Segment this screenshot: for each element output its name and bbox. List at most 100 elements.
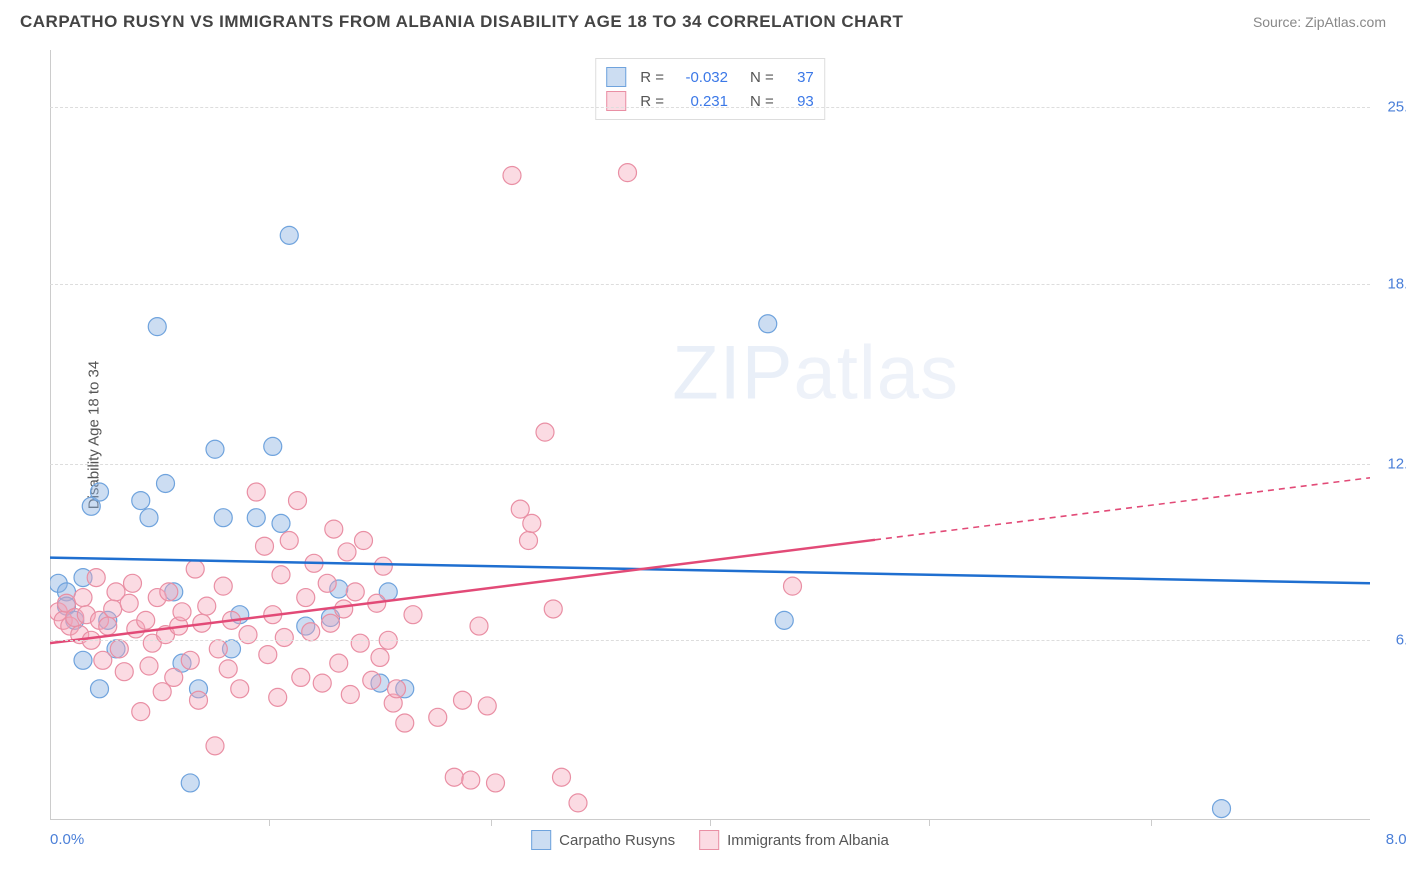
legend-stats: R =-0.032N =37R =0.231N =93 — [595, 58, 825, 120]
chart-area: Disability Age 18 to 34 ZIPatlas R =-0.0… — [50, 50, 1370, 820]
data-point — [91, 483, 109, 501]
data-point — [137, 611, 155, 629]
data-point — [759, 315, 777, 333]
data-point — [351, 634, 369, 652]
data-point — [120, 594, 138, 612]
data-point — [219, 660, 237, 678]
legend-series-label: Carpatho Rusyns — [559, 832, 675, 849]
data-point — [157, 474, 175, 492]
data-point — [198, 597, 216, 615]
data-point — [140, 657, 158, 675]
data-point — [553, 768, 571, 786]
legend-swatch — [699, 830, 719, 850]
data-point — [206, 737, 224, 755]
x-tick-max: 8.0% — [1386, 831, 1406, 848]
data-point — [536, 423, 554, 441]
data-point — [330, 654, 348, 672]
data-point — [115, 663, 133, 681]
data-point — [214, 577, 232, 595]
data-point — [206, 440, 224, 458]
data-point — [404, 606, 422, 624]
data-point — [280, 226, 298, 244]
data-point — [325, 520, 343, 538]
x-tick-mark — [1151, 820, 1152, 826]
data-point — [318, 574, 336, 592]
y-tick-label: 12.5% — [1387, 455, 1406, 472]
gridline — [50, 640, 1370, 641]
data-point — [87, 569, 105, 587]
data-point — [520, 532, 538, 550]
data-point — [272, 566, 290, 584]
data-point — [429, 708, 447, 726]
data-point — [173, 603, 191, 621]
data-point — [523, 514, 541, 532]
data-point — [335, 600, 353, 618]
data-point — [363, 671, 381, 689]
data-point — [74, 589, 92, 607]
data-point — [91, 680, 109, 698]
data-point — [374, 557, 392, 575]
data-point — [289, 492, 307, 510]
data-point — [247, 483, 265, 501]
data-point — [371, 648, 389, 666]
y-tick-label: 25.0% — [1387, 99, 1406, 116]
data-point — [355, 532, 373, 550]
x-tick-mark — [269, 820, 270, 826]
data-point — [503, 166, 521, 184]
gridline — [50, 464, 1370, 465]
data-point — [104, 600, 122, 618]
n-value: 37 — [784, 69, 814, 86]
x-tick-mark — [929, 820, 930, 826]
data-point — [269, 688, 287, 706]
data-point — [1213, 800, 1231, 818]
data-point — [132, 492, 150, 510]
data-point — [388, 680, 406, 698]
data-point — [297, 589, 315, 607]
data-point — [302, 623, 320, 641]
x-tick-mark — [491, 820, 492, 826]
data-point — [209, 640, 227, 658]
source-label: Source: ZipAtlas.com — [1253, 14, 1386, 30]
data-point — [160, 583, 178, 601]
data-point — [74, 651, 92, 669]
data-point — [784, 577, 802, 595]
data-point — [132, 703, 150, 721]
data-point — [487, 774, 505, 792]
data-point — [140, 509, 158, 527]
data-point — [124, 574, 142, 592]
gridline — [50, 284, 1370, 285]
x-tick-min: 0.0% — [50, 831, 84, 848]
data-point — [247, 509, 265, 527]
data-point — [322, 614, 340, 632]
legend-swatch — [531, 830, 551, 850]
legend-series-item: Immigrants from Albania — [699, 830, 889, 850]
data-point — [292, 668, 310, 686]
data-point — [569, 794, 587, 812]
data-point — [341, 686, 359, 704]
y-tick-label: 18.8% — [1387, 275, 1406, 292]
legend-series: Carpatho Rusyns Immigrants from Albania — [531, 830, 889, 850]
data-point — [181, 651, 199, 669]
data-point — [190, 691, 208, 709]
data-point — [231, 680, 249, 698]
r-label: R = — [640, 69, 664, 86]
data-point — [148, 318, 166, 336]
x-tick-mark — [710, 820, 711, 826]
data-point — [259, 646, 277, 664]
legend-series-label: Immigrants from Albania — [727, 832, 889, 849]
r-value: -0.032 — [674, 69, 728, 86]
data-point — [445, 768, 463, 786]
data-point — [346, 583, 364, 601]
data-point — [110, 640, 128, 658]
data-point — [264, 437, 282, 455]
legend-stat-row: R =-0.032N =37 — [606, 65, 814, 89]
legend-swatch — [606, 67, 626, 87]
data-point — [275, 628, 293, 646]
data-point — [256, 537, 274, 555]
legend-series-item: Carpatho Rusyns — [531, 830, 675, 850]
data-point — [454, 691, 472, 709]
chart-header: CARPATHO RUSYN VS IMMIGRANTS FROM ALBANI… — [0, 0, 1406, 40]
data-point — [396, 714, 414, 732]
gridline — [50, 107, 1370, 108]
data-point — [280, 532, 298, 550]
